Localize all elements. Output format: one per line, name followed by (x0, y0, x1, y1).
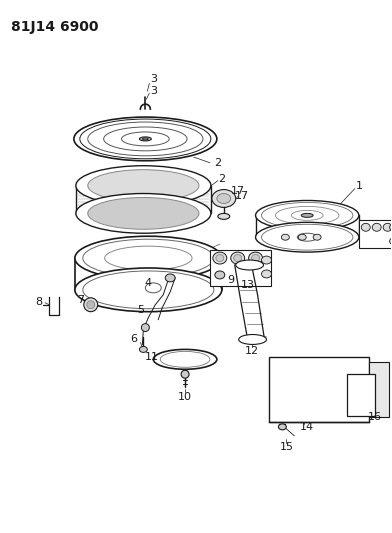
Text: 3: 3 (150, 86, 157, 96)
Ellipse shape (165, 274, 175, 282)
Ellipse shape (88, 169, 199, 201)
Text: 1: 1 (355, 181, 362, 191)
Ellipse shape (301, 213, 313, 217)
Ellipse shape (218, 213, 230, 220)
Ellipse shape (252, 255, 260, 262)
Text: 5: 5 (137, 305, 144, 314)
Ellipse shape (80, 119, 211, 159)
Ellipse shape (76, 193, 211, 233)
Ellipse shape (87, 301, 95, 309)
Ellipse shape (236, 260, 263, 270)
Text: 13: 13 (241, 280, 255, 290)
Ellipse shape (75, 268, 222, 312)
Ellipse shape (153, 350, 217, 369)
Ellipse shape (297, 233, 317, 241)
Ellipse shape (276, 206, 339, 224)
Ellipse shape (281, 234, 289, 240)
Ellipse shape (213, 252, 227, 264)
Ellipse shape (361, 223, 370, 231)
Ellipse shape (291, 211, 323, 220)
Ellipse shape (74, 117, 217, 161)
Text: 81J14 6900: 81J14 6900 (11, 20, 99, 34)
Ellipse shape (70, 116, 221, 162)
Ellipse shape (249, 252, 263, 264)
Text: 4: 4 (145, 278, 152, 288)
Ellipse shape (217, 193, 231, 204)
Ellipse shape (122, 132, 169, 146)
Ellipse shape (160, 351, 210, 367)
Ellipse shape (75, 236, 222, 280)
Bar (269, 357, 369, 422)
Ellipse shape (88, 198, 199, 229)
Ellipse shape (261, 224, 353, 250)
Ellipse shape (390, 224, 392, 231)
Ellipse shape (231, 252, 245, 264)
Ellipse shape (103, 127, 187, 151)
Bar (369, 362, 388, 417)
Text: 12: 12 (245, 346, 259, 357)
Ellipse shape (83, 239, 214, 277)
Ellipse shape (313, 234, 321, 240)
Ellipse shape (84, 298, 98, 312)
Text: 17: 17 (234, 190, 249, 200)
Ellipse shape (234, 255, 242, 262)
Text: 9: 9 (227, 275, 234, 285)
Ellipse shape (88, 122, 203, 156)
Text: 16: 16 (368, 412, 382, 422)
Ellipse shape (83, 271, 214, 309)
Bar (210, 250, 272, 286)
Ellipse shape (142, 138, 148, 140)
Text: 14: 14 (300, 422, 314, 432)
Ellipse shape (142, 324, 149, 332)
Text: 7: 7 (77, 295, 84, 305)
Ellipse shape (298, 234, 306, 240)
Text: 10: 10 (178, 392, 192, 402)
Text: 2: 2 (218, 174, 225, 184)
Bar (347, 374, 375, 416)
Text: 15: 15 (279, 442, 293, 451)
Ellipse shape (261, 256, 272, 264)
Ellipse shape (76, 166, 211, 205)
Ellipse shape (278, 424, 286, 430)
Ellipse shape (261, 203, 353, 228)
Ellipse shape (105, 246, 192, 270)
Text: 3: 3 (150, 74, 157, 84)
Text: 8: 8 (36, 297, 43, 307)
Text: 17: 17 (230, 185, 245, 196)
Ellipse shape (256, 200, 359, 230)
Ellipse shape (212, 190, 236, 207)
Ellipse shape (140, 137, 151, 141)
Ellipse shape (256, 222, 359, 252)
Ellipse shape (239, 335, 267, 344)
Text: 11: 11 (145, 352, 159, 362)
Ellipse shape (215, 271, 225, 279)
Ellipse shape (145, 283, 161, 293)
Ellipse shape (383, 223, 392, 231)
Ellipse shape (140, 346, 147, 352)
Bar (359, 220, 392, 248)
Text: 2: 2 (214, 158, 221, 168)
Ellipse shape (216, 255, 224, 262)
Ellipse shape (372, 223, 381, 231)
Ellipse shape (181, 370, 189, 378)
Ellipse shape (390, 238, 392, 245)
Text: 6: 6 (130, 335, 137, 344)
Ellipse shape (261, 270, 272, 278)
